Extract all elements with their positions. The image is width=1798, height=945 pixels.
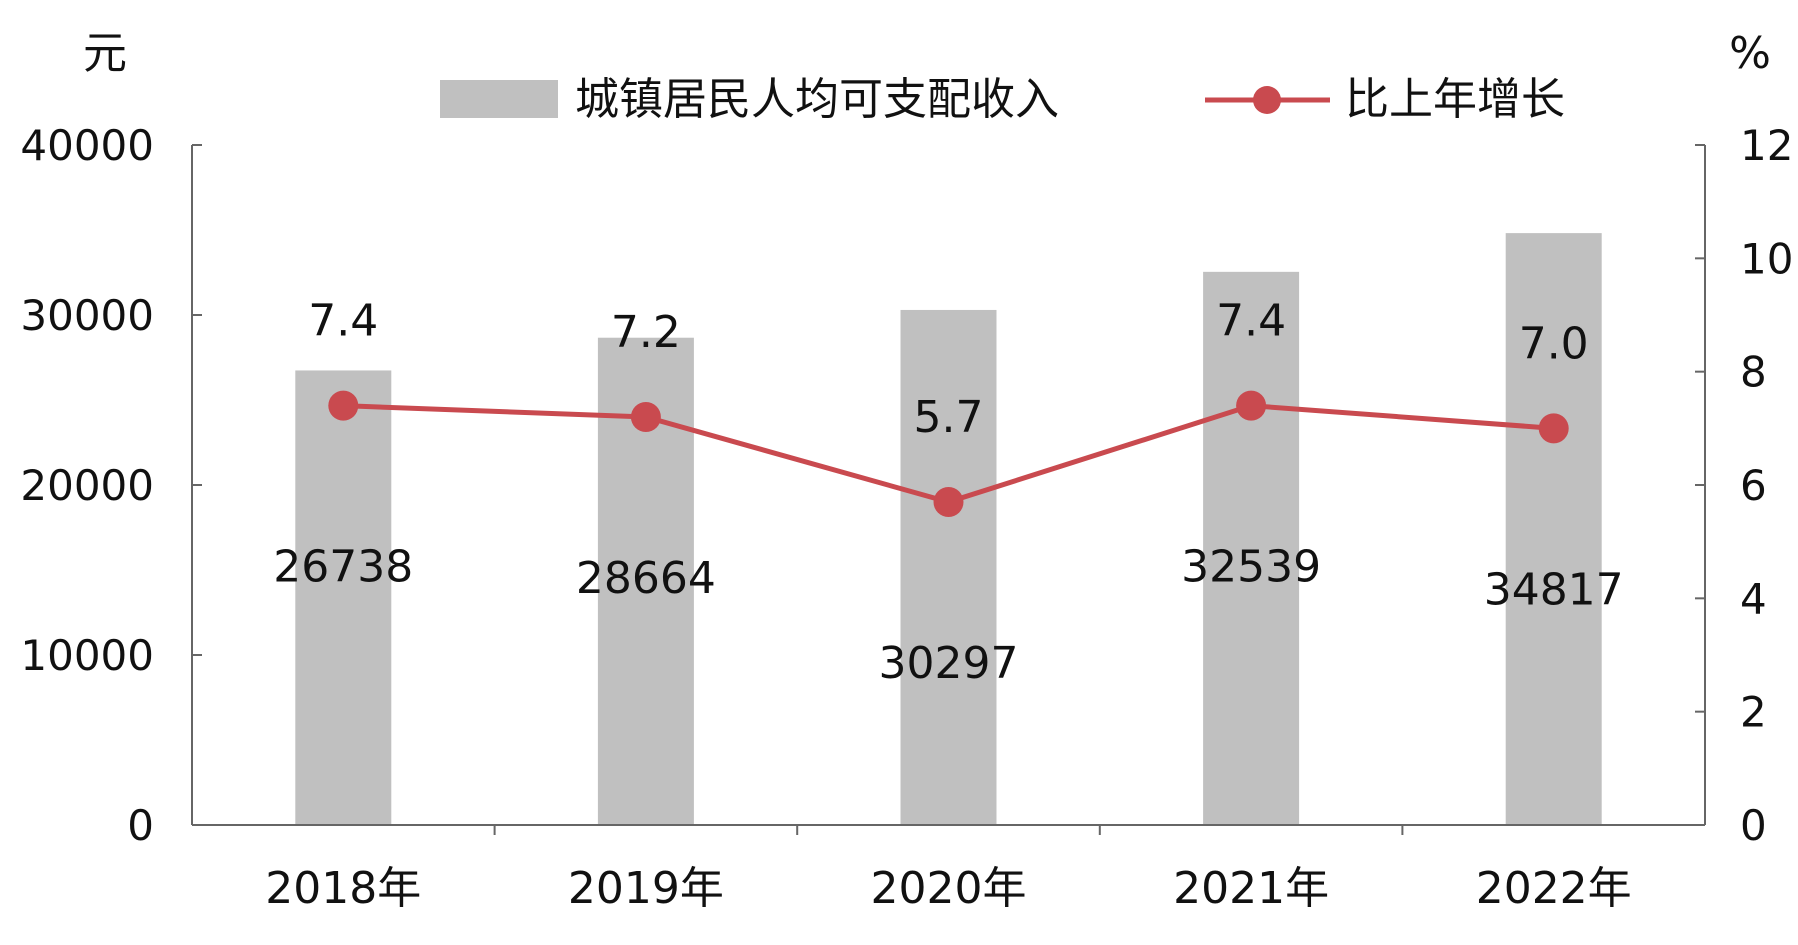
x-tick-label: 2020年 [871, 863, 1027, 914]
y-left-tick-label: 0 [127, 801, 154, 850]
x-tick-label: 2019年 [568, 863, 724, 914]
bar-value-label: 32539 [1181, 542, 1321, 593]
legend-line-label: 比上年增长 [1345, 74, 1565, 125]
bar-value-label: 30297 [879, 638, 1019, 689]
y-right-tick-label: 12 [1740, 121, 1793, 170]
y-left-tick-label: 30000 [20, 291, 154, 340]
y-left-unit: 元 [83, 28, 127, 79]
growth-point-0 [328, 390, 359, 421]
x-tick-label: 2018年 [265, 863, 421, 914]
y-right-tick-label: 0 [1740, 801, 1767, 850]
line-series [328, 390, 1569, 517]
bar-4 [1505, 233, 1602, 826]
growth-point-1 [630, 402, 661, 432]
growth-point-3 [1236, 390, 1267, 421]
bar-0 [295, 370, 392, 825]
x-tick-label: 2021年 [1173, 863, 1329, 914]
y-left-tick-label: 20000 [20, 461, 154, 510]
y-left-tick-label: 40000 [20, 121, 154, 170]
bar-value-label: 28664 [576, 553, 716, 604]
growth-point-4 [1538, 413, 1569, 444]
axes: 0 10000 20000 30000 40000 0 2 4 6 8 10 12 2018年 2019年… [20, 121, 1793, 914]
bar-value-label: 34817 [1484, 564, 1624, 615]
bar-3 [1203, 271, 1300, 825]
growth-value-label: 7.2 [611, 307, 681, 358]
bar-2 [900, 309, 997, 825]
y-right-tick-label: 2 [1740, 688, 1767, 737]
growth-point-2 [933, 487, 964, 517]
growth-value-label: 7.4 [1216, 296, 1286, 347]
y-right-unit: % [1729, 28, 1771, 79]
y-right-tick-label: 10 [1740, 234, 1793, 283]
data-labels: 26738 28664 30297 32539 34817 7.4 7.2 5.7 7.4 7.0 [273, 296, 1623, 689]
y-left-tick-label: 10000 [20, 631, 154, 680]
y-right-tick-label: 8 [1740, 348, 1767, 397]
legend-bar-swatch [440, 80, 558, 118]
growth-value-label: 7.0 [1519, 318, 1589, 369]
growth-value-label: 5.7 [914, 392, 984, 443]
y-right-tick-label: 6 [1740, 461, 1767, 510]
legend-bar-label: 城镇居民人均可支配收入 [575, 74, 1059, 125]
growth-value-label: 7.4 [308, 296, 378, 347]
legend: 城镇居民人均可支配收入 比上年增长 [440, 74, 1565, 125]
bar-series [295, 233, 1602, 826]
bar-value-label: 26738 [273, 542, 413, 593]
y-right-tick-label: 4 [1740, 574, 1767, 623]
x-tick-label: 2022年 [1476, 863, 1632, 914]
legend-line-marker [1253, 86, 1281, 114]
